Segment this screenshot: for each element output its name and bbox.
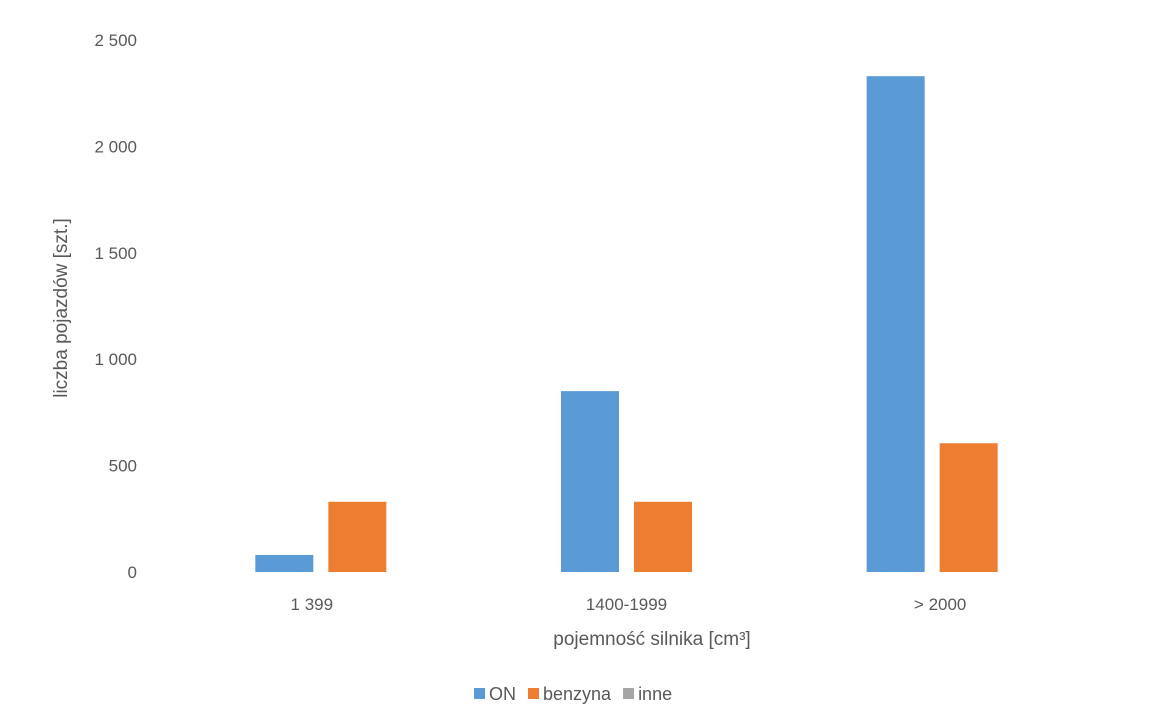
legend-swatch-on: [474, 688, 485, 699]
y-tick-label: 2 000: [94, 137, 137, 156]
legend-swatch-benzyna: [528, 688, 539, 699]
legend-swatch-inne: [623, 688, 635, 699]
bar-on-1: [255, 554, 314, 572]
bar-benzyna-1: [328, 501, 387, 572]
legend-label-on: ON: [489, 684, 516, 704]
x-axis-title: pojemność silnika [cm³]: [553, 629, 750, 650]
y-tick-label: 2 500: [94, 31, 137, 50]
legend-label-benzyna: benzyna: [543, 684, 612, 704]
x-tick-label: 1400-1999: [586, 595, 667, 614]
legend-label-inne: inne: [638, 684, 672, 704]
legend: ON benzyna inne: [474, 684, 672, 704]
bars: [255, 76, 998, 573]
bar-benzyna-3: [939, 443, 998, 572]
y-axis-ticks: 0 500 1 000 1 500 2 000 2 500: [94, 31, 137, 582]
bar-on-2: [561, 391, 619, 572]
x-axis-ticks: 1 399 1400-1999 > 2000: [291, 595, 967, 614]
x-tick-label: > 2000: [914, 595, 966, 614]
y-tick-label: 500: [109, 457, 137, 476]
y-tick-label: 1 000: [94, 350, 137, 369]
bar-benzyna-2: [634, 501, 692, 572]
y-tick-label: 0: [128, 563, 137, 582]
y-tick-label: 1 500: [94, 244, 137, 263]
x-tick-label: 1 399: [291, 595, 334, 614]
y-axis-title: liczba pojazdów [szt.]: [51, 218, 72, 398]
bar-on-3: [866, 76, 925, 573]
